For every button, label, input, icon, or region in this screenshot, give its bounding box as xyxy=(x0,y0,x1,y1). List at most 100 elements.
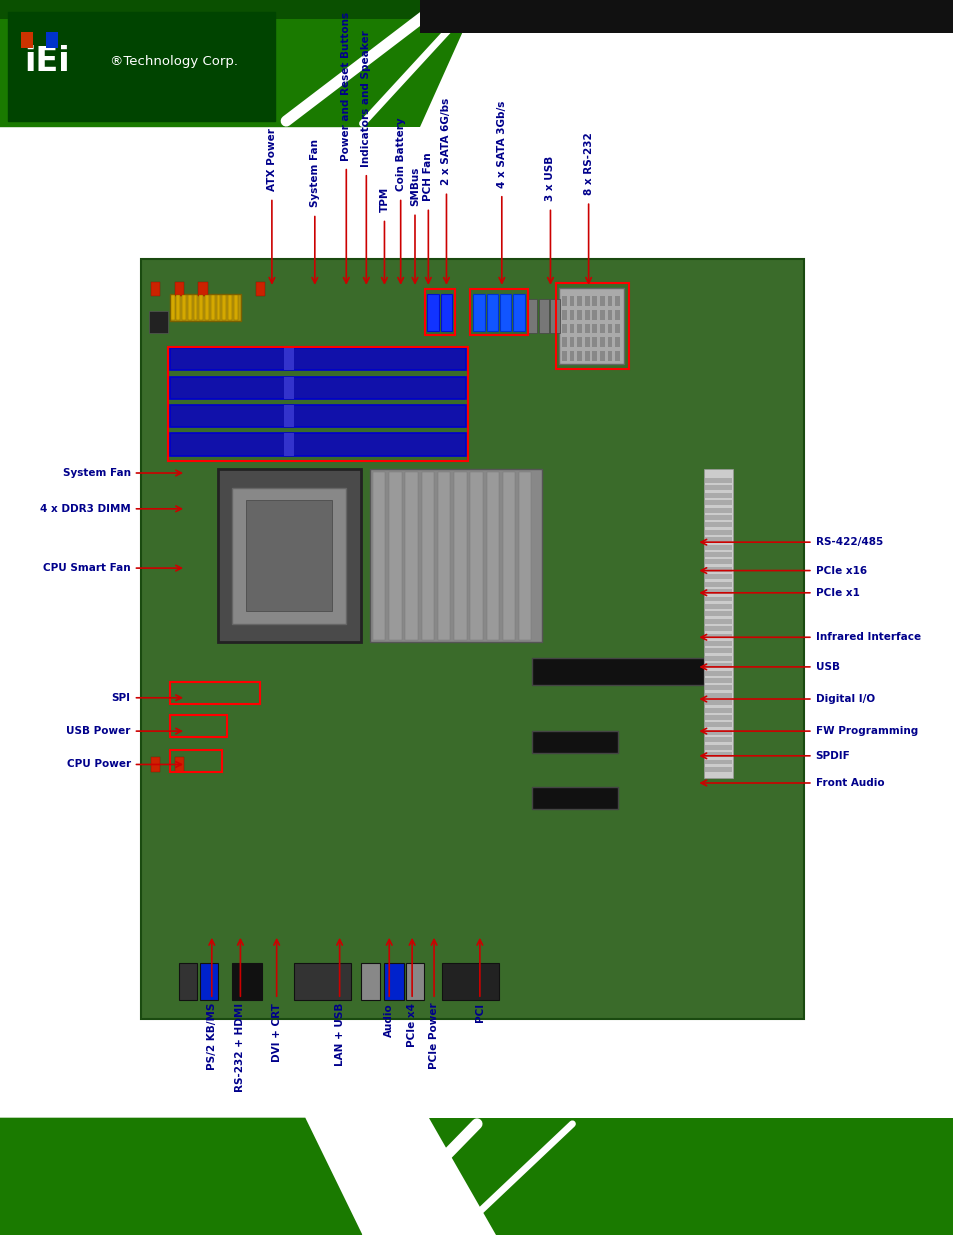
Bar xyxy=(704,745,731,750)
Text: PCH Fan: PCH Fan xyxy=(423,153,433,201)
Bar xyxy=(556,283,628,369)
Bar xyxy=(704,685,731,690)
Bar xyxy=(222,295,226,320)
Bar xyxy=(470,472,482,640)
Bar xyxy=(470,289,527,335)
Bar xyxy=(171,295,174,320)
Bar xyxy=(419,0,953,33)
Bar xyxy=(454,472,466,640)
Bar xyxy=(174,282,184,296)
Bar xyxy=(0,0,953,19)
Bar xyxy=(704,522,731,527)
Bar xyxy=(216,295,220,320)
Bar xyxy=(615,351,619,361)
Text: ®Technology Corp.: ®Technology Corp. xyxy=(110,54,237,68)
Bar xyxy=(584,296,589,306)
Bar xyxy=(473,294,484,331)
Polygon shape xyxy=(419,0,953,127)
Bar xyxy=(373,472,385,640)
Bar xyxy=(440,294,452,331)
Bar xyxy=(561,337,566,347)
Bar xyxy=(704,715,731,720)
Text: SPDIF: SPDIF xyxy=(815,751,849,761)
Text: Infrared Interface: Infrared Interface xyxy=(815,632,920,642)
Bar xyxy=(704,722,731,727)
Bar xyxy=(577,351,581,361)
Text: LAN + USB: LAN + USB xyxy=(335,1003,344,1066)
Bar xyxy=(527,299,537,333)
Bar xyxy=(569,310,574,320)
Bar xyxy=(704,574,731,579)
Bar xyxy=(170,433,465,456)
Bar xyxy=(502,472,515,640)
Bar xyxy=(704,500,731,505)
Bar xyxy=(607,296,612,306)
Bar xyxy=(170,377,465,399)
Bar xyxy=(558,288,623,364)
Bar xyxy=(599,324,604,333)
Bar xyxy=(233,295,237,320)
Text: USB Power: USB Power xyxy=(67,726,131,736)
Bar xyxy=(437,472,450,640)
Bar xyxy=(704,693,731,698)
Bar xyxy=(170,348,465,370)
Text: CPU Smart Fan: CPU Smart Fan xyxy=(43,563,131,573)
Bar xyxy=(704,752,731,757)
Text: RS-422/485: RS-422/485 xyxy=(815,537,882,547)
Bar xyxy=(170,750,222,772)
Bar xyxy=(384,963,403,1000)
Bar xyxy=(284,377,294,399)
Bar xyxy=(170,405,465,427)
Bar xyxy=(704,611,731,616)
Bar xyxy=(441,963,498,1000)
Bar xyxy=(198,282,208,296)
Text: 8 x RS-232: 8 x RS-232 xyxy=(583,132,593,195)
Bar xyxy=(704,760,731,764)
Bar xyxy=(538,299,548,333)
Bar xyxy=(703,469,732,778)
Bar xyxy=(704,678,731,683)
Bar xyxy=(584,324,589,333)
Text: 2 x SATA 6G/bs: 2 x SATA 6G/bs xyxy=(441,98,451,185)
Bar xyxy=(607,310,612,320)
Bar xyxy=(615,310,619,320)
Bar xyxy=(284,433,294,456)
Bar xyxy=(592,337,597,347)
Text: SPI: SPI xyxy=(112,693,131,703)
Bar xyxy=(205,295,209,320)
Bar xyxy=(592,310,597,320)
Bar xyxy=(21,32,33,48)
Bar xyxy=(704,567,731,572)
Bar xyxy=(228,295,232,320)
Bar xyxy=(607,337,612,347)
Bar xyxy=(569,324,574,333)
Bar xyxy=(569,337,574,347)
Bar xyxy=(704,530,731,535)
Text: 4 x SATA 3Gb/s: 4 x SATA 3Gb/s xyxy=(497,100,506,188)
Bar xyxy=(704,485,731,490)
Text: TPM: TPM xyxy=(379,188,389,212)
Bar xyxy=(704,545,731,550)
Bar xyxy=(577,310,581,320)
Bar xyxy=(170,715,227,737)
Polygon shape xyxy=(0,0,476,127)
Bar xyxy=(577,337,581,347)
Bar xyxy=(255,282,265,296)
Bar xyxy=(592,296,597,306)
Bar xyxy=(704,559,731,564)
Bar xyxy=(170,294,241,321)
Text: Audio: Audio xyxy=(384,1003,394,1036)
Bar xyxy=(284,405,294,427)
Bar xyxy=(561,324,566,333)
Bar xyxy=(513,294,524,331)
Polygon shape xyxy=(0,1118,362,1235)
Bar xyxy=(141,259,803,1019)
Bar xyxy=(584,337,589,347)
Bar xyxy=(599,296,604,306)
Bar xyxy=(704,737,731,742)
Bar xyxy=(704,537,731,542)
Bar xyxy=(704,641,731,646)
Bar xyxy=(518,472,531,640)
Text: RS-232 + HDMI: RS-232 + HDMI xyxy=(235,1003,245,1092)
Bar xyxy=(592,351,597,361)
